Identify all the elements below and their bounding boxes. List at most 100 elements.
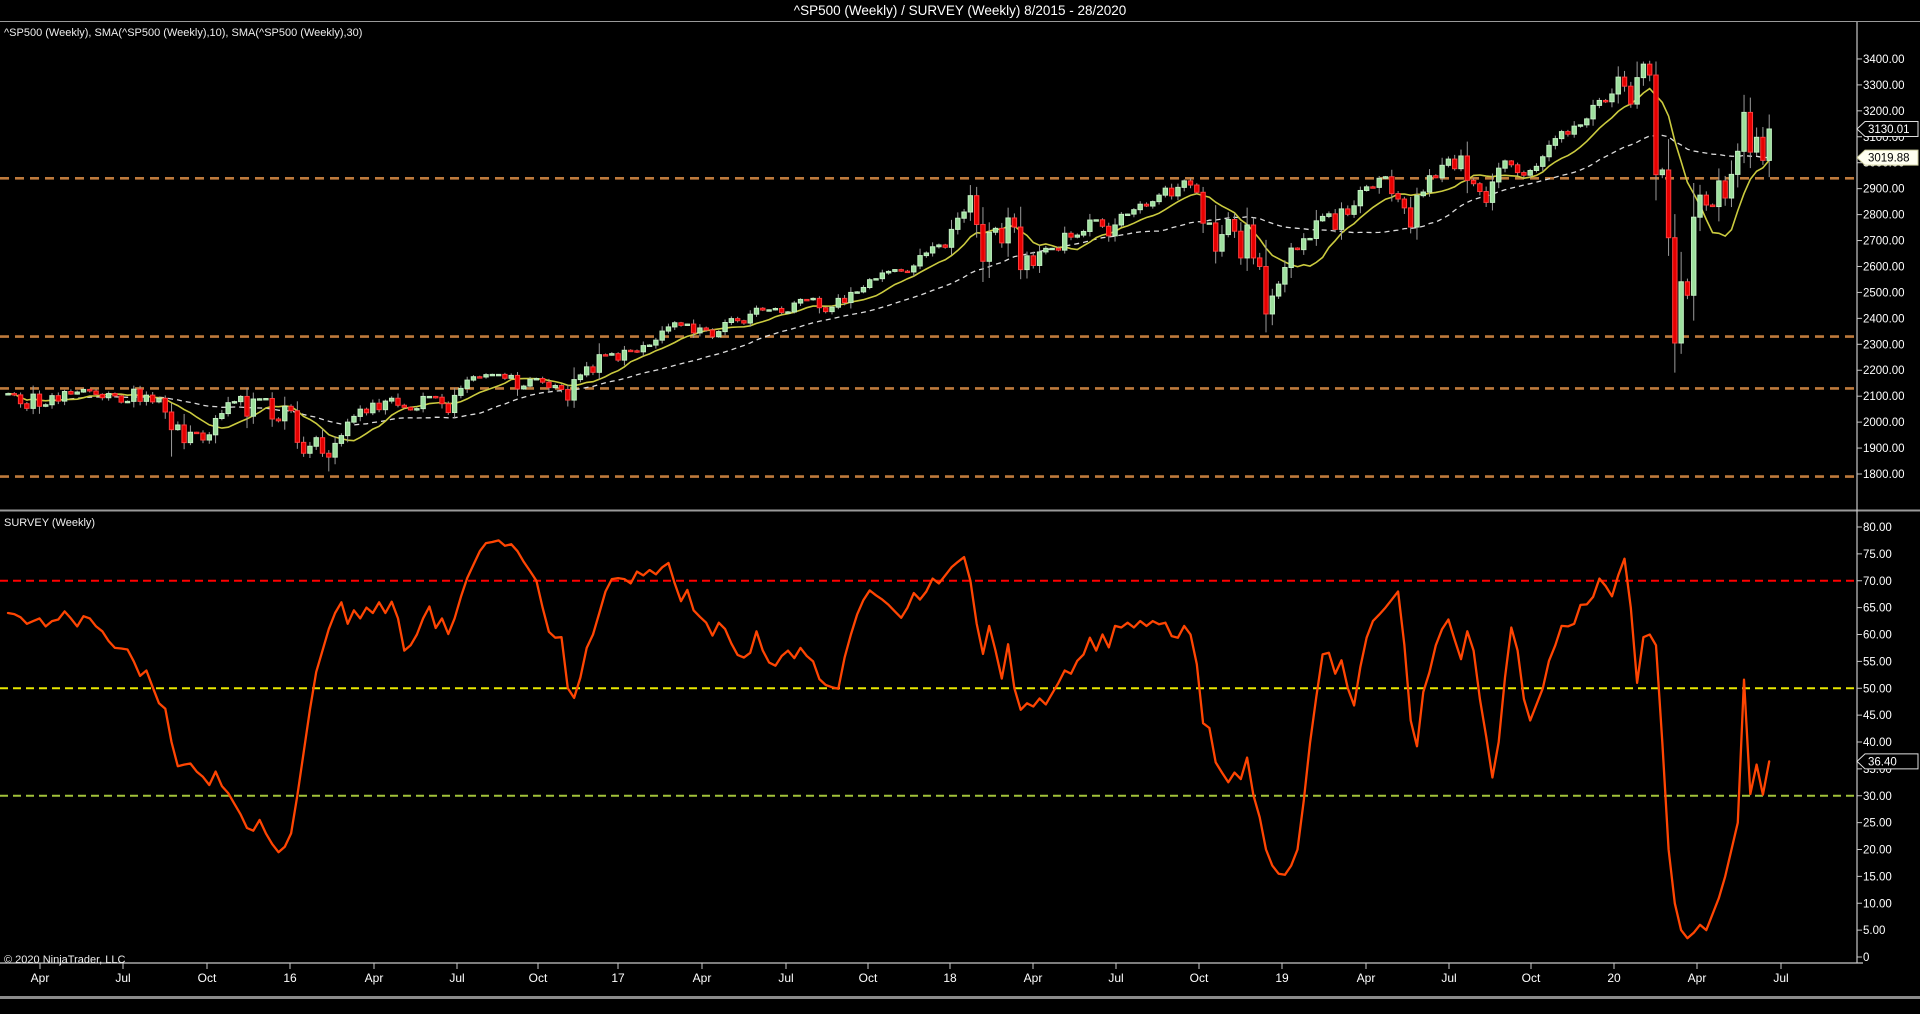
candle-up (948, 228, 955, 248)
candle-up (1269, 295, 1275, 315)
time-tick-label: Jul (1108, 971, 1123, 985)
candle-up (49, 395, 55, 406)
candle-up (1351, 205, 1357, 215)
sma10-line (7, 87, 1770, 442)
candle-up (577, 374, 584, 381)
survey-tick-label: 10.00 (1863, 898, 1892, 910)
sma10-marker: 3019.88 (1856, 149, 1919, 166)
survey-panel-plot[interactable] (0, 512, 1857, 962)
candle-down (401, 404, 407, 408)
survey-value-marker: 36.40 (1856, 753, 1919, 770)
candle-up (382, 400, 389, 411)
candle-up (1691, 216, 1697, 296)
candle-up (1741, 111, 1747, 152)
candle-down (99, 393, 106, 399)
chart-frame (0, 22, 1920, 999)
candle-up (873, 278, 879, 281)
price-panel-plot[interactable] (0, 23, 1857, 509)
candle-up (105, 393, 112, 399)
time-tick-label: Apr (1688, 971, 1707, 985)
candle-down (376, 402, 382, 411)
candle-up (716, 331, 722, 338)
candle-down (433, 395, 439, 399)
candle-up (508, 374, 514, 379)
candle-down (1470, 179, 1477, 185)
candle-down (1672, 237, 1678, 344)
candle-down (1646, 63, 1653, 76)
candle-down (1565, 131, 1571, 135)
candle-up (571, 379, 577, 401)
candle-up (131, 388, 137, 402)
candle-up (1087, 219, 1093, 232)
candle-down (1238, 230, 1244, 259)
candle-up (225, 402, 231, 415)
candle-up (1609, 93, 1615, 103)
candle-down (590, 366, 596, 373)
time-axis[interactable]: Apr Jul Oct 16 Apr Jul Oct 17 Apr Jul Oct 18 Apr Jul O… (31, 963, 1789, 985)
price-tick-label: 3200.00 (1863, 106, 1905, 118)
survey-tick-label: 5.00 (1863, 925, 1885, 937)
candle-up (772, 308, 779, 311)
candle-up (659, 330, 665, 341)
candle-up (646, 344, 653, 347)
candle-up (483, 374, 489, 378)
survey-tick-label: 75.00 (1863, 549, 1892, 561)
candle-down (1389, 176, 1395, 195)
candle-up (1137, 203, 1143, 211)
candle-down (194, 431, 200, 435)
candle-down (1212, 222, 1219, 252)
candle-up (451, 394, 458, 414)
candle-down (1168, 187, 1175, 197)
time-tick-label: Apr (693, 971, 712, 985)
candle-down (1684, 281, 1691, 296)
candle-down (816, 297, 823, 309)
sma10-marker-value: 3019.88 (1868, 153, 1910, 165)
candle-up (992, 227, 999, 233)
last-close-marker-value: 3130.01 (1868, 124, 1910, 136)
candle-down (734, 318, 741, 322)
candle-up (458, 387, 464, 396)
candle-up (583, 366, 590, 376)
price-tick-label: 2600.00 (1863, 261, 1905, 273)
candle-down (898, 269, 904, 272)
time-tick-label: Jul (778, 971, 793, 985)
candle-up (1326, 213, 1332, 217)
candle-up (848, 291, 854, 304)
price-tick-label: 2000.00 (1863, 417, 1905, 429)
candle-up (1150, 201, 1156, 207)
candle-up (1716, 180, 1722, 208)
candle-down (502, 373, 508, 379)
candle-down (634, 350, 640, 353)
survey-tick-label: 20.00 (1863, 845, 1892, 857)
candle-up (747, 313, 753, 324)
candle-up (1640, 63, 1647, 79)
candle-up (609, 353, 615, 356)
candle-down (678, 322, 684, 326)
candle-up (1527, 170, 1533, 176)
survey-tick-label: 70.00 (1863, 576, 1892, 588)
candle-up (936, 244, 942, 248)
candle-up (370, 402, 376, 414)
candle-down (11, 393, 17, 396)
candle-down (1011, 217, 1018, 228)
candle-up (1659, 169, 1665, 176)
candle-up (1363, 186, 1370, 191)
survey-tick-label: 55.00 (1863, 656, 1892, 668)
candle-down (275, 418, 282, 422)
time-tick-label: Jul (449, 971, 464, 985)
candle-up (1571, 125, 1577, 135)
sma30-line (7, 134, 1770, 426)
candle-up (489, 373, 496, 377)
time-tick-label: Oct (198, 971, 217, 985)
chart-window-title: ^SP500 (Weekly) / SURVEY (Weekly) 8/2015… (0, 0, 1920, 22)
candle-up (124, 400, 131, 404)
survey-tick-label: 25.00 (1863, 818, 1892, 830)
candle-down (300, 441, 307, 454)
price-axis[interactable]: 3400.003300.003200.003100.003000.002900.… (1857, 54, 1905, 964)
candle-up (414, 408, 420, 411)
candle-down (1055, 247, 1062, 251)
candle-up (1376, 177, 1382, 188)
candle-up (766, 309, 772, 312)
candle-down (1030, 255, 1036, 266)
